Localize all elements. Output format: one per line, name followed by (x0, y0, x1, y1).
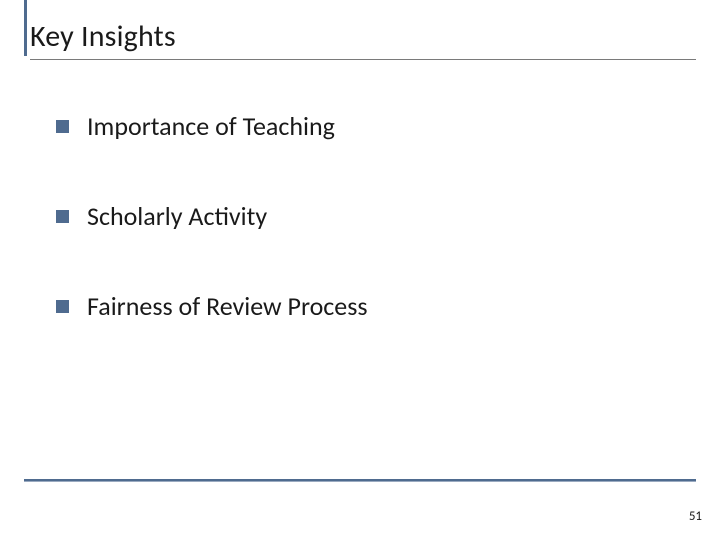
bottom-divider (24, 479, 696, 482)
bullet-text: Importance of Teaching (87, 110, 335, 142)
list-item: Scholarly Activity (56, 200, 676, 232)
bullet-icon (56, 300, 69, 313)
list-item: Importance of Teaching (56, 110, 676, 142)
content-area: Importance of Teaching Scholarly Activit… (24, 60, 696, 322)
bullet-icon (56, 210, 69, 223)
slide-container: Key Insights Importance of Teaching Scho… (0, 0, 720, 540)
page-number: 51 (689, 509, 702, 524)
bullet-icon (56, 120, 69, 133)
slide-title: Key Insights (30, 18, 696, 60)
title-left-accent (24, 0, 27, 56)
list-item: Fairness of Review Process (56, 290, 676, 322)
bullet-text: Scholarly Activity (87, 200, 267, 232)
title-block: Key Insights (30, 18, 696, 60)
bullet-text: Fairness of Review Process (87, 290, 368, 322)
